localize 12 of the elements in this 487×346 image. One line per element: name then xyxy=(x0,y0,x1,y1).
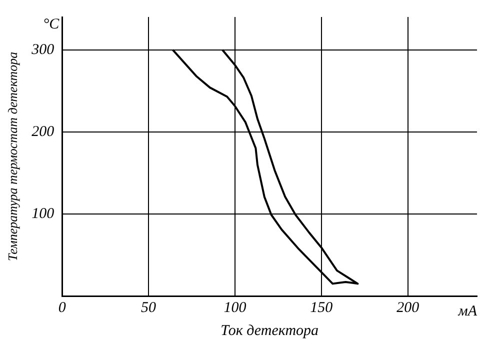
y-tick-label: 100 xyxy=(32,206,55,222)
x-tick-label: 150 xyxy=(310,300,334,316)
x-tick-label: 0 xyxy=(58,300,66,316)
y-tick-label: 300 xyxy=(30,42,55,58)
y-axis-title: Температура термостат детектора xyxy=(5,51,20,262)
x-tick-label: 50 xyxy=(141,300,157,316)
text: мА xyxy=(457,303,478,320)
x-tick-label: 100 xyxy=(224,300,247,316)
text: °C xyxy=(43,16,60,32)
x-tick-label: 200 xyxy=(396,300,420,316)
x-axis-title: Ток детектора xyxy=(220,322,319,339)
y-tick-label: 200 xyxy=(32,124,55,140)
